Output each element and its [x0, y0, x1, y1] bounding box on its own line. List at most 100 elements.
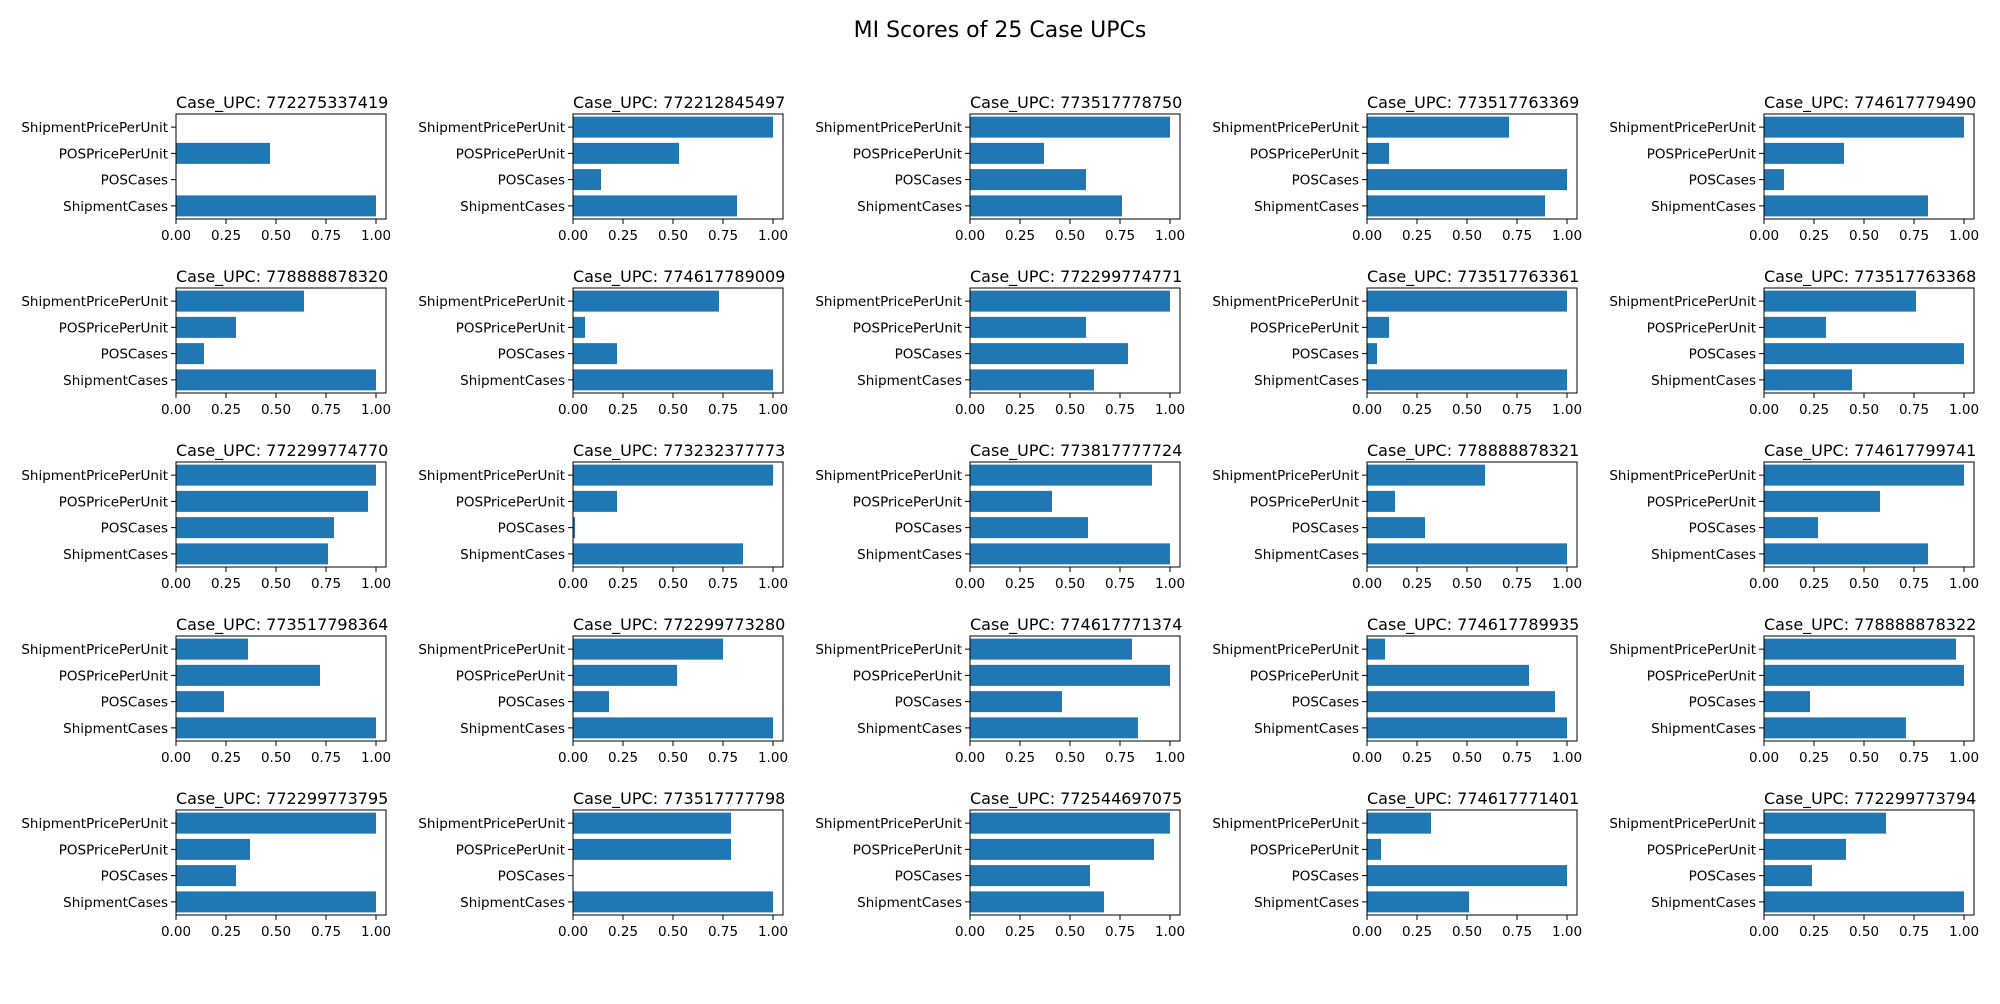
bar-POSCases [176, 517, 334, 539]
x-tick-label: 1.00 [1155, 576, 1185, 592]
y-tick-label: POSCases [1689, 173, 1756, 189]
x-tick-label: 1.00 [1552, 228, 1582, 244]
axes-frame [969, 461, 1181, 568]
bar-POSPricePerUnit [1764, 664, 1964, 686]
subplot-4: Case_UPC: 773517763369 ShipmentCases POSCa… [1212, 93, 1582, 244]
bar-POSPricePerUnit [970, 664, 1170, 686]
subplot-title: Case_UPC: 772299774771 [970, 267, 1182, 287]
y-tick-label: ShipmentCases [1651, 199, 1756, 215]
subplot-19: Case_UPC: 774617789935 ShipmentCases POSCa… [1212, 615, 1582, 766]
x-tick-label: 0.00 [1352, 402, 1382, 418]
x-tick-label: 0.25 [1402, 228, 1432, 244]
x-tick-label: 1.00 [1155, 402, 1185, 418]
y-tick-label: ShipmentCases [63, 199, 168, 215]
x-tick-label: 0.50 [1055, 576, 1085, 592]
y-tick-label: POSPricePerUnit [456, 320, 565, 336]
bar-POSCases [1367, 343, 1377, 365]
bar-POSCases [176, 343, 204, 365]
bar-ShipmentPricePerUnit [1764, 116, 1964, 138]
x-tick-label: 1.00 [1552, 750, 1582, 766]
x-tick-label: 1.00 [1949, 924, 1979, 940]
bar-ShipmentCases [573, 543, 743, 565]
y-tick-label: POSPricePerUnit [456, 494, 565, 510]
x-tick-label: 1.00 [361, 402, 391, 418]
x-tick-label: 1.00 [1552, 924, 1582, 940]
bar-POSPricePerUnit [1367, 664, 1529, 686]
subplot-title: Case_UPC: 773232377773 [573, 441, 785, 461]
y-tick-label: POSCases [498, 173, 565, 189]
axes-frame [1763, 809, 1975, 916]
y-tick-label: ShipmentPricePerUnit [418, 816, 565, 832]
x-tick-label: 1.00 [361, 924, 391, 940]
x-tick-label: 0.25 [608, 402, 638, 418]
bar-ShipmentPricePerUnit [1367, 290, 1567, 312]
x-tick-label: 0.75 [1899, 228, 1929, 244]
axes-frame [1366, 635, 1578, 742]
bar-POSPricePerUnit [573, 316, 585, 338]
y-tick-label: POSPricePerUnit [1647, 494, 1756, 510]
axes-frame [969, 287, 1181, 394]
bar-POSPricePerUnit [176, 316, 236, 338]
subplot-title: Case_UPC: 772299773795 [176, 789, 388, 809]
bar-POSPricePerUnit [970, 316, 1086, 338]
bar-ShipmentPricePerUnit [970, 812, 1170, 834]
bar-POSCases [970, 691, 1062, 713]
axes-frame [572, 635, 784, 742]
y-tick-label: POSCases [895, 521, 962, 537]
x-tick-label: 0.50 [261, 924, 291, 940]
bar-POSPricePerUnit [573, 664, 677, 686]
x-tick-label: 0.25 [1402, 924, 1432, 940]
subplot-9: Case_UPC: 773517763361 ShipmentCases POSCa… [1212, 267, 1582, 418]
x-tick-label: 1.00 [1949, 576, 1979, 592]
bar-POSCases [176, 865, 236, 887]
bar-POSPricePerUnit [1764, 490, 1880, 512]
x-tick-label: 0.25 [211, 750, 241, 766]
x-tick-label: 0.00 [1352, 228, 1382, 244]
axes-frame [175, 635, 387, 742]
x-tick-label: 0.25 [608, 576, 638, 592]
subplot-1: Case_UPC: 772275337419 ShipmentCases POSCa… [21, 93, 391, 244]
bar-ShipmentCases [970, 891, 1104, 913]
x-tick-label: 0.00 [1749, 228, 1779, 244]
x-tick-label: 1.00 [758, 228, 788, 244]
y-tick-label: ShipmentPricePerUnit [1212, 294, 1359, 310]
y-tick-label: ShipmentCases [1651, 547, 1756, 563]
x-tick-label: 0.75 [311, 228, 341, 244]
bar-ShipmentPricePerUnit [573, 638, 723, 660]
x-tick-label: 0.25 [1402, 750, 1432, 766]
y-tick-label: POSPricePerUnit [853, 320, 962, 336]
y-tick-label: ShipmentCases [1254, 199, 1359, 215]
x-tick-label: 0.00 [558, 402, 588, 418]
y-tick-label: POSCases [101, 521, 168, 537]
bar-POSCases [1764, 691, 1810, 713]
y-tick-label: ShipmentCases [857, 721, 962, 737]
y-tick-label: ShipmentPricePerUnit [21, 294, 168, 310]
y-tick-label: POSCases [895, 173, 962, 189]
bar-POSPricePerUnit [176, 664, 320, 686]
axes-frame [572, 461, 784, 568]
y-tick-label: ShipmentCases [460, 721, 565, 737]
subplot-title: Case_UPC: 773817777724 [970, 441, 1182, 461]
bar-POSPricePerUnit [573, 838, 731, 860]
x-tick-label: 0.00 [1749, 402, 1779, 418]
x-tick-label: 0.50 [1849, 402, 1879, 418]
x-tick-label: 0.00 [1749, 750, 1779, 766]
y-tick-label: POSPricePerUnit [59, 494, 168, 510]
x-tick-label: 0.50 [658, 924, 688, 940]
y-tick-label: POSCases [895, 869, 962, 885]
y-tick-label: ShipmentCases [857, 895, 962, 911]
y-tick-label: POSCases [1292, 173, 1359, 189]
y-tick-label: ShipmentCases [857, 373, 962, 389]
x-tick-label: 1.00 [1949, 750, 1979, 766]
bar-ShipmentCases [1764, 369, 1852, 391]
y-tick-label: ShipmentCases [1651, 721, 1756, 737]
x-tick-label: 0.50 [1452, 750, 1482, 766]
bar-POSCases [1367, 691, 1555, 713]
axes-frame [969, 809, 1181, 916]
bar-ShipmentCases [970, 195, 1122, 217]
y-tick-label: ShipmentCases [460, 547, 565, 563]
x-tick-label: 0.50 [261, 228, 291, 244]
bar-ShipmentPricePerUnit [1764, 290, 1916, 312]
x-tick-label: 0.50 [1452, 228, 1482, 244]
